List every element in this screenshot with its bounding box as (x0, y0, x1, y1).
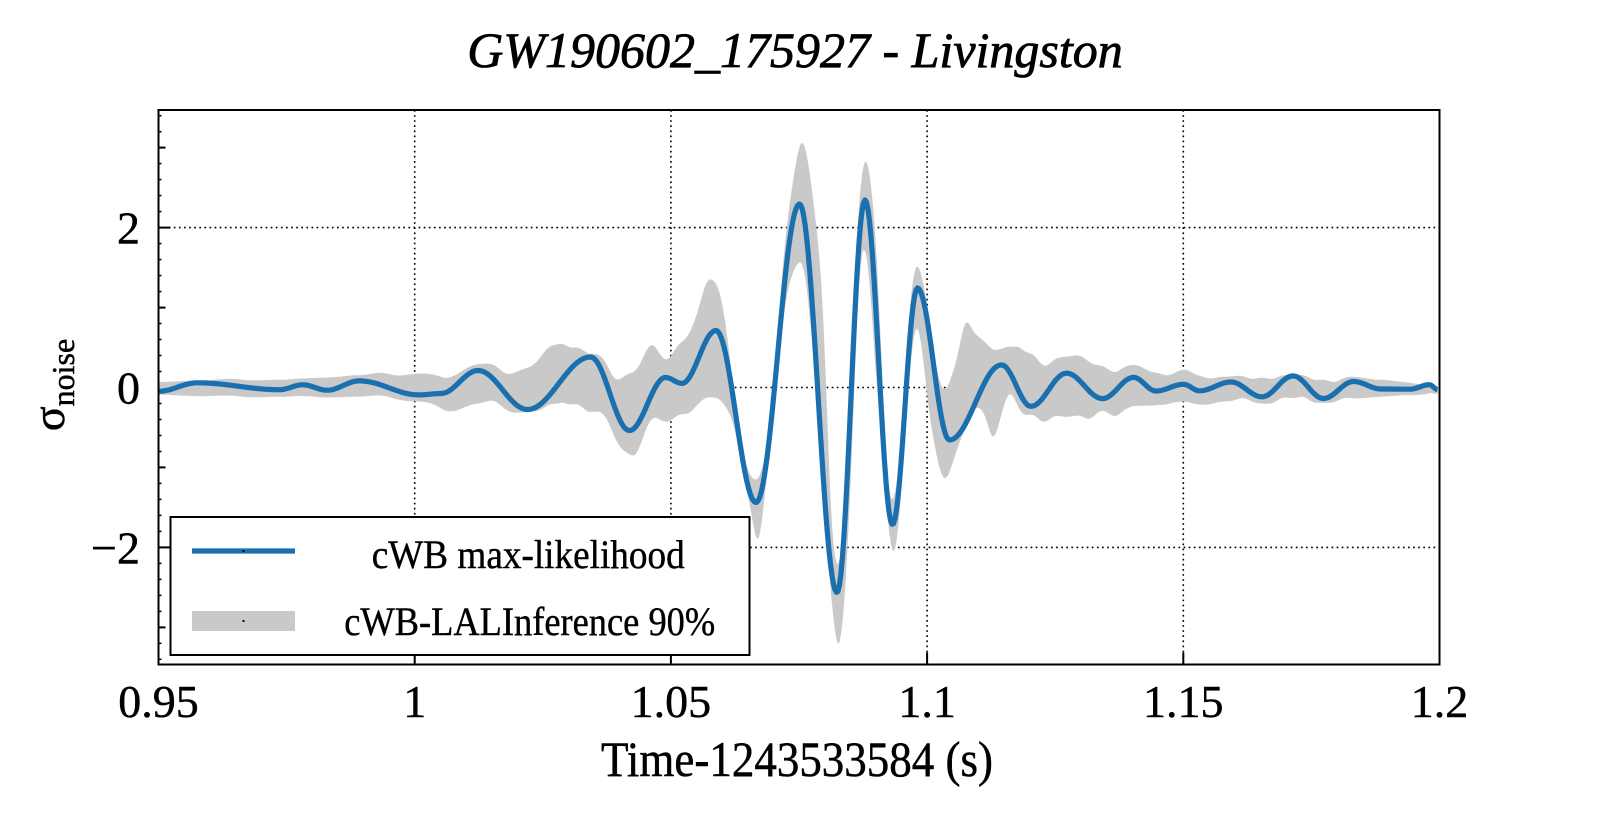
svg-text:1.15: 1.15 (1143, 676, 1224, 727)
svg-text:cWB-LALInference 90%: cWB-LALInference 90% (344, 599, 715, 644)
svg-text:2: 2 (117, 203, 140, 254)
svg-text:Time-1243533584 (s): Time-1243533584 (s) (601, 731, 993, 787)
svg-text:1.2: 1.2 (1411, 676, 1469, 727)
svg-text:1.05: 1.05 (631, 676, 712, 727)
svg-text:cWB max-likelihood: cWB max-likelihood (372, 532, 685, 577)
svg-text:1.1: 1.1 (898, 676, 956, 727)
svg-text:GW190602_175927 - Livingston: GW190602_175927 - Livingston (467, 22, 1123, 78)
svg-text:−2: −2 (91, 522, 140, 573)
svg-text:0: 0 (117, 363, 140, 414)
svg-text:1: 1 (403, 676, 426, 727)
svg-text:0.95: 0.95 (118, 676, 199, 727)
